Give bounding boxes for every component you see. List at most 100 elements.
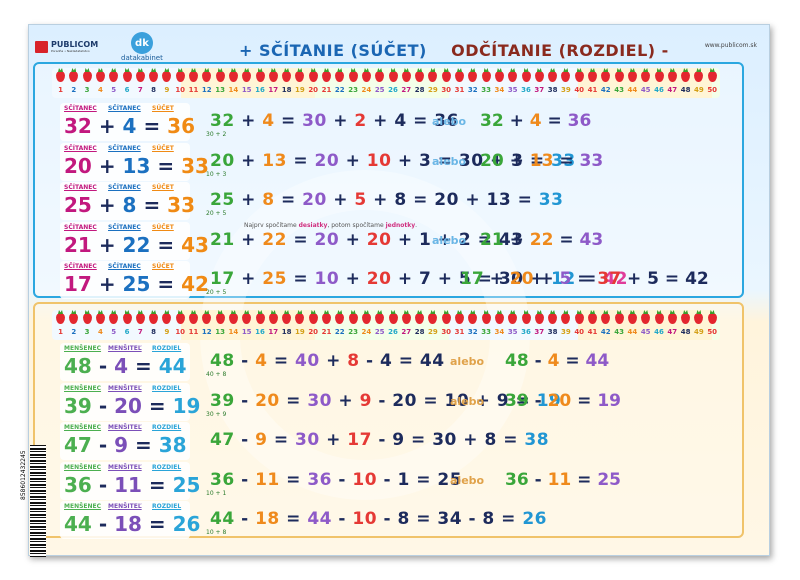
strawberry-icon [242, 71, 252, 82]
term-first: 17 [64, 272, 92, 296]
brand-subtitle: Poradňa • Nakladateľstvo [51, 49, 90, 53]
expression-number: 1 [397, 469, 417, 490]
expression-number: 25 [437, 469, 463, 490]
number-line-number: 31 [454, 328, 465, 336]
expression-number: 37 [597, 269, 627, 289]
label-second: SČÍTANEC [108, 184, 141, 191]
number-line-number: 49 [694, 328, 704, 336]
number-line-number: 41 [587, 328, 598, 336]
strawberry-icon [455, 71, 464, 82]
expression-number: 36 [210, 469, 242, 490]
number-line-number: 29 [428, 328, 438, 336]
decomposition-hint: 10 + 8 [206, 529, 227, 536]
number-line-number: 24 [361, 328, 372, 336]
expression-number: 32 [210, 111, 242, 131]
number-line-number: 32 [467, 328, 478, 336]
expression-operator: - [534, 469, 548, 490]
expression-operator: = [273, 351, 295, 371]
number-line-number: 46 [654, 86, 664, 94]
expression-operator: = [416, 469, 438, 490]
number-line-subtraction: 1 2 3 4 5 6 7 8 9 10 11 12 13 14 15 16 17 18 19 20 21 22 23 24 2… [52, 310, 720, 340]
strawberry-icon [109, 313, 119, 324]
expression-number: 4 [394, 111, 414, 131]
expression-number: 20 [314, 150, 346, 171]
title-subtraction: ODČÍTANIE (ROZDIEL) - [451, 41, 669, 60]
number-line-number: 23 [348, 328, 358, 336]
expression-number: 9 [359, 390, 379, 411]
barcode [30, 445, 46, 557]
strawberry-icon [135, 71, 145, 82]
term-second: 22 [122, 232, 151, 257]
number-line-addition: 1 2 3 4 5 6 7 8 9 10 11 12 13 14 15 16 17 18 19 20 21 22 23 24 2… [52, 68, 720, 98]
number-line-number: 46 [654, 328, 664, 336]
number-line-number: 39 [561, 328, 571, 336]
number-line-number: 27 [401, 86, 412, 94]
number-line-number: 12 [201, 328, 212, 336]
example-equation: 20 + 13 = 33 [64, 154, 209, 178]
expression-number: 18 [255, 509, 287, 529]
number-line-number: 42 [600, 86, 611, 94]
strawberry-icon [481, 71, 491, 82]
expression-number: 3 [511, 150, 530, 171]
expression-operator: = [286, 469, 308, 490]
expression-operator: = [293, 150, 315, 171]
label-result: ROZDIEL [152, 345, 182, 352]
expression-number: 5 [354, 190, 374, 210]
term-second: 8 [122, 193, 137, 217]
expression-number: 5 [458, 269, 478, 289]
expression-number: 36 [434, 111, 459, 131]
equals-sign: = [157, 153, 175, 178]
expression-operator: + [333, 190, 355, 210]
strawberry-icon [388, 71, 398, 82]
number-line-number: 16 [255, 328, 265, 336]
expression-operator: = [293, 229, 315, 250]
subtraction-row: MENŠENEC MENŠITEĽ ROZDIEL 48 - 4 = 44 48… [60, 343, 730, 381]
strawberry-icon [707, 313, 717, 324]
term-first: 44 [64, 512, 92, 536]
term-result: 43 [181, 232, 209, 257]
number-line-number: 41 [587, 86, 598, 94]
number-line-number: 47 [667, 328, 678, 336]
strawberry-icon [548, 71, 558, 82]
expression-number: 39 [505, 390, 535, 411]
operator: - [98, 433, 108, 457]
alternative-expression: 48 - 4 = 44 [505, 351, 609, 371]
term-second: 13 [122, 153, 151, 178]
number-line-number: 31 [454, 86, 465, 94]
number-line-number: 43 [614, 86, 624, 94]
label-second: SČÍTANEC [108, 144, 141, 152]
expression-number: 40 [294, 351, 327, 371]
example-equation: 39 - 20 = 19 [64, 394, 200, 418]
expression-number: 20 [547, 390, 578, 411]
expression-number: 30 [302, 111, 334, 131]
expression-number: 3 [419, 150, 438, 171]
number-line-number: 47 [667, 86, 678, 94]
expression-operator: + [490, 150, 512, 171]
expression-number: 8 [484, 430, 504, 450]
expression-number: 48 [210, 351, 242, 371]
dk-logo-text: datakabinet [121, 54, 163, 62]
label-second: MENŠITEĽ [108, 503, 142, 510]
strawberry-icon [135, 313, 145, 324]
expression-number: 22 [529, 229, 560, 250]
decomposition-hint: 30 + 9 [206, 410, 227, 418]
expression-operator: = [529, 150, 552, 171]
expression-operator: = [281, 190, 303, 210]
term-first: 25 [64, 193, 92, 217]
number-line-number: 11 [188, 86, 199, 94]
alebo-label: alebo [432, 154, 467, 168]
number-line-number: 21 [321, 328, 332, 336]
alternative-expression: 21 + 22 = 43 [480, 230, 603, 250]
strawberry-icon [508, 71, 518, 82]
strawberry-icon [122, 313, 132, 324]
number-line-number: 20 [308, 86, 319, 94]
expression-operator: = [416, 509, 438, 529]
number-line-number: 3 [84, 328, 90, 336]
number-line-number: 28 [414, 328, 425, 336]
alternative-expression: 36 - 11 = 25 [505, 470, 621, 490]
number-line-number: 38 [547, 328, 558, 336]
expression-number: 5 [647, 269, 665, 289]
number-line-number: 7 [137, 328, 143, 336]
label-second: SČÍTANEC [108, 263, 141, 270]
expression-operator: = [286, 509, 308, 529]
